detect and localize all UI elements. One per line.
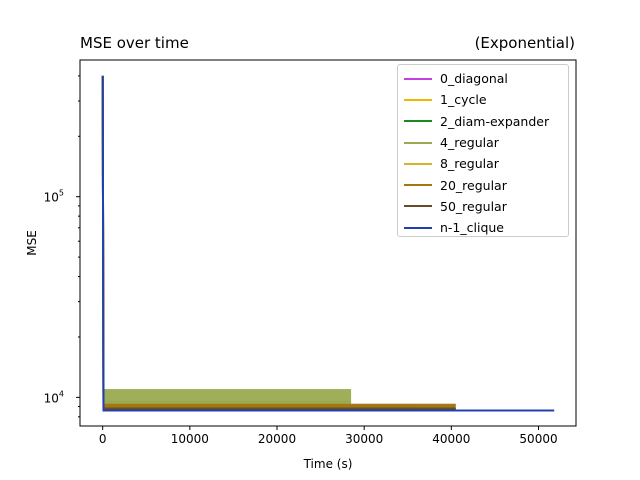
legend-item-20_regular: 20_regular <box>398 174 568 195</box>
legend: 0_diagonal 1_cycle 2_diam-expander 4_regula… <box>397 64 569 237</box>
legend-item-0_diagonal: 0_diagonal <box>398 68 568 89</box>
legend-label: n-1_clique <box>440 220 505 236</box>
legend-label: 20_regular <box>440 177 507 193</box>
legend-swatch <box>404 98 432 101</box>
legend-swatch <box>404 226 432 229</box>
series-line-8_regular <box>101 75 417 408</box>
legend-swatch <box>404 120 432 123</box>
x-tick-label: 0 <box>99 432 107 446</box>
chart-subtitle: (Exponential) <box>474 34 575 52</box>
legend-item-8_regular: 8_regular <box>398 153 568 174</box>
chart-title: MSE over time <box>80 34 189 52</box>
legend-label: 8_regular <box>440 156 499 172</box>
legend-label: 4_regular <box>440 135 499 151</box>
x-tick-label: 10000 <box>171 432 209 446</box>
legend-item-4_regular: 4_regular <box>398 132 568 153</box>
legend-label: 0_diagonal <box>440 71 508 87</box>
legend-swatch <box>404 205 432 208</box>
legend-label: 1_cycle <box>440 92 487 108</box>
x-tick-label: 40000 <box>432 432 470 446</box>
y-tick-label: 105 <box>44 189 64 205</box>
x-tick-label: 20000 <box>258 432 296 446</box>
legend-item-2_diam-expander: 2_diam-expander <box>398 111 568 132</box>
legend-label: 2_diam-expander <box>440 113 550 129</box>
legend-swatch <box>404 162 432 165</box>
plot-frame <box>79 59 577 427</box>
legend-label: 50_regular <box>440 198 507 214</box>
y-axis-label: MSE <box>25 230 39 256</box>
x-tick-label: 30000 <box>345 432 383 446</box>
legend-item-n-1_clique: n-1_clique <box>398 217 568 238</box>
plot-area <box>101 75 555 412</box>
y-tick-label: 104 <box>44 389 64 405</box>
legend-swatch <box>404 77 432 80</box>
series-line-n-1_clique <box>101 75 555 412</box>
x-axis-label: Time (s) <box>303 457 353 471</box>
series-band-4_regular <box>103 389 352 408</box>
legend-swatch <box>404 141 432 144</box>
x-tick-label: 50000 <box>519 432 557 446</box>
legend-item-50_regular: 50_regular <box>398 196 568 217</box>
axes: 0 10000 20000 30000 40000 50000 104 105 Time (s)… <box>25 59 577 471</box>
legend-item-1_cycle: 1_cycle <box>398 89 568 110</box>
legend-swatch <box>404 184 432 187</box>
series-line-4_regular <box>101 75 352 403</box>
